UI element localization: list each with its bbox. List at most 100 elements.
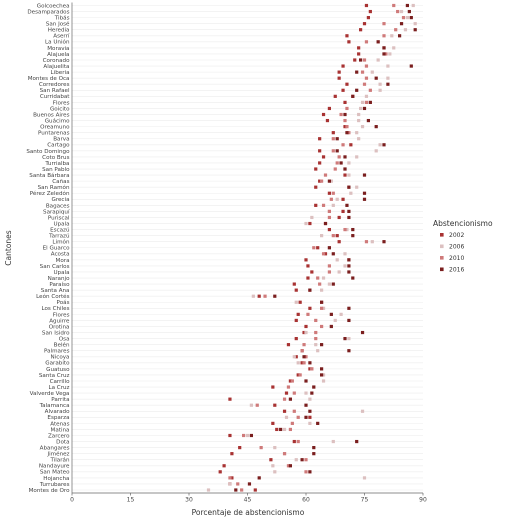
legend-title: Abstencionismo [433,219,493,228]
point-2016 [312,446,316,450]
point-2006 [362,476,367,480]
point-2016 [376,40,380,44]
x-tick-label: 0 [70,497,74,504]
point-2016 [413,28,417,32]
y-tick-label: Belén [54,342,70,349]
point-2002 [294,288,298,292]
point-2006 [292,355,296,359]
point-2010 [296,439,300,444]
x-tick-label: 90 [419,497,427,504]
point-2016 [312,385,316,389]
point-2010 [290,379,294,383]
point-2016 [405,3,409,8]
point-2010 [327,215,331,220]
point-2002 [341,64,345,68]
point-2006 [333,318,337,323]
point-2006 [370,240,374,244]
point-2010 [240,488,244,492]
y-tick-label: Paraíso [49,281,70,288]
point-2002 [288,379,292,383]
point-2010 [396,9,400,14]
point-2002 [357,46,361,50]
point-2002 [296,373,300,377]
y-tick-label: La Unión [45,39,70,46]
point-2016 [234,488,238,492]
point-2006 [357,118,361,123]
point-2016 [362,197,367,201]
point-2010 [345,125,349,129]
point-2002 [300,361,304,365]
point-2006 [245,433,250,438]
x-tick-label: 60 [302,497,310,504]
point-2016 [347,306,351,310]
point-2016 [304,415,308,419]
point-2002 [228,433,232,438]
legend-label-2010: 2010 [449,255,464,262]
y-tick-label: Upala [53,221,69,227]
point-2010 [335,161,339,165]
point-2016 [329,312,333,316]
y-tick-label: Santa Cruz [39,373,70,379]
y-tick-label: Goicito [50,106,70,112]
y-tick-label: Pérez Zeledón [30,190,70,197]
point-2002 [306,276,310,280]
y-tick-label: Montes de Oro [29,488,70,494]
point-2016 [335,149,339,153]
point-2010 [288,427,292,432]
point-2002 [368,9,372,14]
point-2006 [206,488,211,492]
point-2002 [286,343,291,347]
point-2002 [282,409,287,413]
point-2006 [304,391,308,395]
y-tick-label: Cañas [52,179,69,185]
point-2010 [382,34,386,38]
point-2016 [288,464,292,468]
y-tick-label: Upala [53,270,69,276]
point-2002 [304,324,308,329]
point-2010 [333,167,337,171]
point-2016 [351,276,355,280]
point-2006 [271,464,275,468]
point-2002 [359,28,363,32]
point-2010 [384,52,388,56]
point-2002 [347,40,351,44]
point-2016 [304,403,308,407]
y-tick-label: Bagaces [46,203,70,209]
point-2010 [302,361,306,365]
point-2016 [362,173,367,177]
point-2006 [304,330,308,335]
point-2016 [355,70,359,74]
point-2006 [308,397,312,401]
point-2002 [321,155,326,159]
point-2006 [331,439,335,444]
point-2010 [331,234,335,238]
point-2016 [247,482,252,486]
point-2016 [343,167,347,171]
point-2002 [337,70,341,74]
y-tick-label: Flores [53,100,70,106]
y-tick-label: Palmares [44,349,70,355]
y-tick-label: Golcoechea [37,3,70,9]
point-2010 [259,446,263,450]
y-tick-label: Guatuso [46,367,70,373]
point-2010 [343,118,347,123]
y-tick-label: Guácimo [45,117,70,124]
point-2016 [360,330,365,335]
point-2016 [257,476,261,480]
point-2006 [327,282,331,286]
y-tick-label: San Isidro [42,330,70,336]
point-2002 [304,258,308,262]
point-2010 [362,82,367,86]
point-2016 [316,421,320,425]
point-2010 [296,415,300,419]
point-2006 [357,112,361,117]
point-2010 [364,240,369,244]
point-2016 [399,22,404,26]
point-2006 [321,276,326,280]
point-2016 [310,391,314,395]
point-2016 [351,234,355,238]
y-tick-label: Matina [51,427,70,433]
point-2006 [337,270,341,274]
point-2002 [349,143,353,147]
point-2016 [302,355,306,359]
